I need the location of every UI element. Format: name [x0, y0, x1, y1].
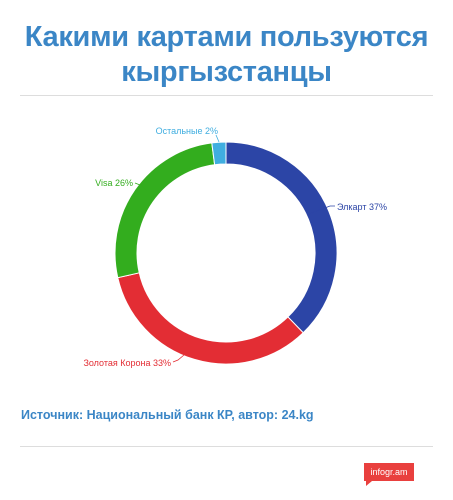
slice-labels: Элкарт 37% Золотая Корона 33% Visa 26% Оста…: [83, 126, 387, 368]
donut-slice-3[interactable]: [114, 142, 216, 279]
infogram-logo[interactable]: infogr.am: [364, 463, 414, 481]
title-divider: [20, 95, 433, 96]
infogram-logo-tail: [366, 481, 372, 486]
leader-line-3: [134, 182, 149, 194]
leader-line-1: [308, 205, 335, 215]
donut-slice-2[interactable]: [117, 272, 304, 365]
leader-line-4: [215, 134, 220, 143]
slice-label-1: Элкарт 37%: [337, 202, 387, 212]
slice-label-4: Остальные 2%: [156, 126, 218, 136]
slice-label-3: Visa 26%: [95, 178, 133, 188]
footer-divider: [20, 446, 433, 447]
donut-slice-1[interactable]: [225, 141, 338, 334]
donut-slices: [114, 141, 338, 365]
source-note: Источник: Национальный банк КР, автор: 2…: [21, 408, 314, 422]
leader-line-2: [172, 354, 185, 363]
donut-slice-4[interactable]: [211, 141, 227, 166]
slice-label-2: Золотая Корона 33%: [83, 358, 171, 368]
chart-title: Какими картами пользуются кыргызстанцы: [24, 21, 429, 88]
label-leader-lines: [134, 134, 335, 363]
